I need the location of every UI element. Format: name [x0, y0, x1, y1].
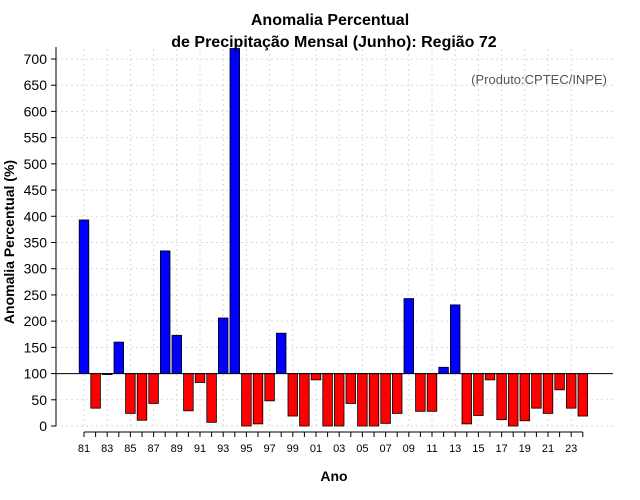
x-tick-label: 01: [310, 443, 322, 455]
y-axis: 0 50 100 150 200 250 300 350 400 450 500 550 600 650 7…: [24, 47, 57, 434]
bar-98: [275, 332, 287, 374]
x-tick-label: 87: [147, 443, 159, 455]
bar-82: [90, 373, 101, 409]
bar-18: [507, 373, 519, 427]
bar-88: [159, 250, 171, 374]
y-axis-title: Anomalia Percentual (%): [1, 160, 17, 324]
chart-subtitle: de Precipitação Mensal (Junho): Região 7…: [171, 34, 497, 51]
bar-81: [78, 219, 90, 374]
bar-90: [183, 373, 194, 412]
y-tick-label: 250: [24, 287, 48, 303]
bar-86: [136, 373, 148, 421]
bar-95: [241, 373, 252, 427]
x-tick-label: 15: [472, 443, 484, 455]
bar-94: [229, 48, 241, 374]
bar-17: [496, 373, 507, 421]
bar-08: [391, 373, 403, 414]
bar-15: [473, 373, 484, 416]
y-tick-label: 550: [24, 130, 48, 146]
bar-99: [287, 373, 299, 417]
chart-title: Anomalia Percentual: [251, 12, 409, 29]
y-tick-label: 50: [31, 392, 47, 408]
bar-91: [194, 373, 206, 383]
x-tick-label: 91: [194, 443, 206, 455]
y-tick-label: 700: [24, 51, 48, 67]
bar-85: [125, 373, 136, 414]
y-tick-label: 650: [24, 77, 48, 93]
y-tick-label: 150: [24, 339, 48, 355]
x-tick-label: 03: [333, 443, 345, 455]
x-tick-label: 05: [356, 443, 368, 455]
y-tick-label: 500: [24, 156, 48, 172]
bar-93: [217, 317, 229, 374]
bar-16: [484, 373, 496, 381]
bar-20: [531, 373, 542, 409]
bar-21: [542, 373, 554, 414]
x-axis-title: Ano: [320, 468, 347, 484]
bar-09: [403, 298, 415, 374]
x-tick-label: 09: [403, 443, 415, 455]
y-tick-label: 350: [24, 235, 48, 251]
x-tick-label: 85: [124, 443, 136, 455]
credit-label: (Produto:CPTEC/INPE): [471, 72, 607, 87]
y-tick-label: 400: [24, 208, 48, 224]
y-tick-label: 200: [24, 313, 48, 329]
bar-19: [519, 373, 531, 422]
bar-23: [566, 373, 577, 409]
bar-84: [113, 341, 125, 374]
x-tick-label: 23: [565, 443, 577, 455]
bar-06: [368, 373, 380, 427]
x-tick-label: 17: [495, 443, 507, 455]
bar-10: [415, 373, 426, 412]
x-tick-label: 93: [217, 443, 229, 455]
y-tick-label: 600: [24, 103, 48, 119]
bar-22: [554, 373, 565, 391]
x-tick-label: 07: [379, 443, 391, 455]
x-tick-label: 95: [240, 443, 252, 455]
x-tick-label: 97: [263, 443, 275, 455]
x-tick-label: 11: [426, 443, 437, 455]
bar-14: [461, 373, 473, 425]
bars: [78, 48, 589, 427]
x-tick-label: 19: [519, 443, 531, 455]
x-axis: 81 83 85 87 89 91 93 95 97 99 01 03 05 07 09 11 13 15 17 19…: [78, 431, 584, 455]
bar-97: [264, 373, 275, 402]
bar-01: [310, 373, 322, 381]
x-tick-label: 99: [287, 443, 299, 455]
x-tick-label: 83: [101, 443, 113, 455]
y-tick-label: 100: [24, 366, 48, 382]
bar-96: [252, 373, 264, 425]
bar-03: [333, 373, 345, 427]
grid-lines: [56, 47, 613, 427]
bar-00: [299, 373, 310, 427]
bar-04: [345, 373, 357, 404]
bar-02: [322, 373, 333, 427]
x-tick-label: 13: [449, 443, 461, 455]
x-tick-label: 81: [78, 443, 90, 455]
bar-12: [438, 366, 449, 374]
bar-89: [171, 334, 183, 374]
bar-24: [577, 373, 589, 417]
y-tick-label: 300: [24, 261, 48, 277]
bar-05: [357, 373, 368, 427]
bar-11: [426, 373, 438, 412]
bar-87: [148, 373, 159, 404]
y-tick-label: 0: [39, 418, 47, 434]
y-tick-label: 450: [24, 182, 48, 198]
bar-92: [206, 373, 217, 423]
bar-07: [380, 373, 391, 424]
x-tick-label: 21: [542, 443, 554, 455]
bar-13: [449, 304, 461, 374]
x-tick-label: 89: [171, 443, 183, 455]
